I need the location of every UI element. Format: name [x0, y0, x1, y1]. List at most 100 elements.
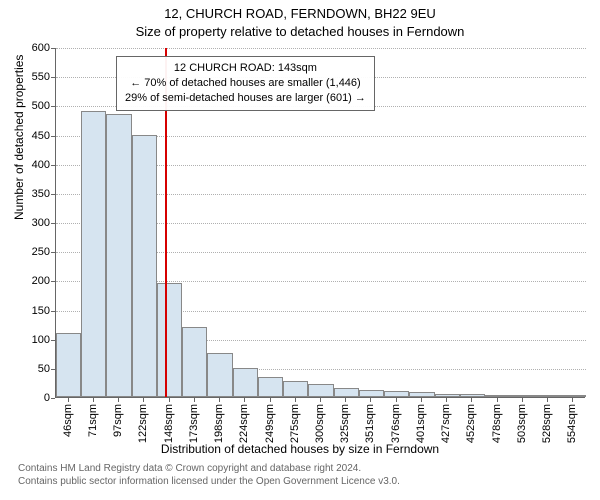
y-tick-mark [51, 340, 55, 341]
y-tick-label: 600 [10, 42, 50, 54]
histogram-bar [359, 390, 384, 397]
histogram-bar [106, 114, 131, 397]
x-tick-label: 198sqm [213, 404, 225, 443]
x-tick-label: 97sqm [112, 404, 124, 437]
y-tick-mark [51, 252, 55, 253]
x-tick-mark [219, 398, 220, 402]
histogram-bar [283, 381, 308, 397]
x-tick-mark [270, 398, 271, 402]
footer-line: Contains HM Land Registry data © Crown c… [18, 462, 400, 475]
x-tick-label: 122sqm [137, 404, 149, 443]
x-tick-label: 351sqm [364, 404, 376, 443]
histogram-bar [409, 392, 434, 397]
histogram-bar [182, 327, 207, 397]
x-tick-mark [244, 398, 245, 402]
x-tick-label: 427sqm [440, 404, 452, 443]
y-tick-label: 400 [10, 159, 50, 171]
y-tick-label: 200 [10, 275, 50, 287]
x-tick-mark [295, 398, 296, 402]
histogram-bar [334, 388, 359, 397]
x-tick-label: 148sqm [163, 404, 175, 443]
y-tick-label: 500 [10, 100, 50, 112]
x-tick-label: 249sqm [264, 404, 276, 443]
annotation-line: 12 CHURCH ROAD: 143sqm [125, 61, 366, 76]
x-tick-label: 376sqm [390, 404, 402, 443]
x-tick-label: 300sqm [314, 404, 326, 443]
x-tick-mark [143, 398, 144, 402]
y-tick-mark [51, 369, 55, 370]
histogram-bar [510, 395, 535, 397]
annotation-line: ← 70% of detached houses are smaller (1,… [125, 76, 366, 91]
y-tick-mark [51, 398, 55, 399]
chart-container: 12, CHURCH ROAD, FERNDOWN, BH22 9EU Size… [0, 0, 600, 460]
x-tick-label: 275sqm [289, 404, 301, 443]
histogram-bar [81, 111, 106, 397]
histogram-bar [536, 395, 561, 397]
y-tick-label: 550 [10, 71, 50, 83]
histogram-bar [561, 395, 586, 397]
y-tick-label: 450 [10, 130, 50, 142]
histogram-bar [460, 394, 485, 397]
histogram-bar [384, 391, 409, 397]
x-tick-mark [169, 398, 170, 402]
y-tick-mark [51, 311, 55, 312]
x-tick-mark [547, 398, 548, 402]
x-tick-label: 224sqm [238, 404, 250, 443]
y-tick-label: 300 [10, 217, 50, 229]
x-tick-mark [93, 398, 94, 402]
x-tick-label: 173sqm [188, 404, 200, 443]
y-tick-label: 250 [10, 246, 50, 258]
histogram-bar [308, 384, 333, 397]
histogram-bar [207, 353, 232, 397]
x-tick-mark [522, 398, 523, 402]
y-tick-mark [51, 281, 55, 282]
footer-line: Contains public sector information licen… [18, 475, 400, 488]
y-tick-label: 100 [10, 334, 50, 346]
x-tick-mark [345, 398, 346, 402]
y-tick-label: 150 [10, 305, 50, 317]
x-tick-label: 401sqm [415, 404, 427, 443]
annotation-line: 29% of semi-detached houses are larger (… [125, 91, 366, 106]
histogram-bar [56, 333, 81, 397]
y-tick-mark [51, 77, 55, 78]
x-tick-mark [68, 398, 69, 402]
footer-attribution: Contains HM Land Registry data © Crown c… [18, 462, 400, 488]
chart-title-address: 12, CHURCH ROAD, FERNDOWN, BH22 9EU [0, 6, 600, 21]
x-tick-mark [471, 398, 472, 402]
x-tick-mark [370, 398, 371, 402]
x-tick-label: 503sqm [516, 404, 528, 443]
y-tick-label: 50 [10, 363, 50, 375]
x-tick-mark [320, 398, 321, 402]
x-tick-mark [446, 398, 447, 402]
y-tick-mark [51, 165, 55, 166]
x-tick-label: 325sqm [339, 404, 351, 443]
x-tick-label: 554sqm [566, 404, 578, 443]
x-tick-label: 452sqm [465, 404, 477, 443]
x-axis-label: Distribution of detached houses by size … [0, 442, 600, 456]
x-tick-label: 46sqm [62, 404, 74, 437]
x-tick-mark [497, 398, 498, 402]
chart-title-desc: Size of property relative to detached ho… [0, 24, 600, 39]
y-tick-label: 0 [10, 392, 50, 404]
x-tick-mark [194, 398, 195, 402]
y-tick-mark [51, 194, 55, 195]
x-tick-label: 71sqm [87, 404, 99, 437]
x-tick-mark [118, 398, 119, 402]
y-tick-label: 350 [10, 188, 50, 200]
histogram-bar [233, 368, 258, 397]
x-tick-mark [396, 398, 397, 402]
x-tick-label: 478sqm [491, 404, 503, 443]
y-tick-mark [51, 48, 55, 49]
annotation-box: 12 CHURCH ROAD: 143sqm← 70% of detached … [116, 56, 375, 111]
y-tick-mark [51, 106, 55, 107]
histogram-bar [485, 395, 510, 397]
histogram-bar [258, 377, 283, 397]
y-tick-mark [51, 223, 55, 224]
y-tick-mark [51, 136, 55, 137]
gridline [56, 48, 586, 49]
histogram-bar [157, 283, 182, 397]
x-tick-mark [421, 398, 422, 402]
histogram-bar [132, 135, 157, 398]
histogram-bar [435, 394, 460, 398]
plot-area: 12 CHURCH ROAD: 143sqm← 70% of detached … [55, 48, 585, 398]
